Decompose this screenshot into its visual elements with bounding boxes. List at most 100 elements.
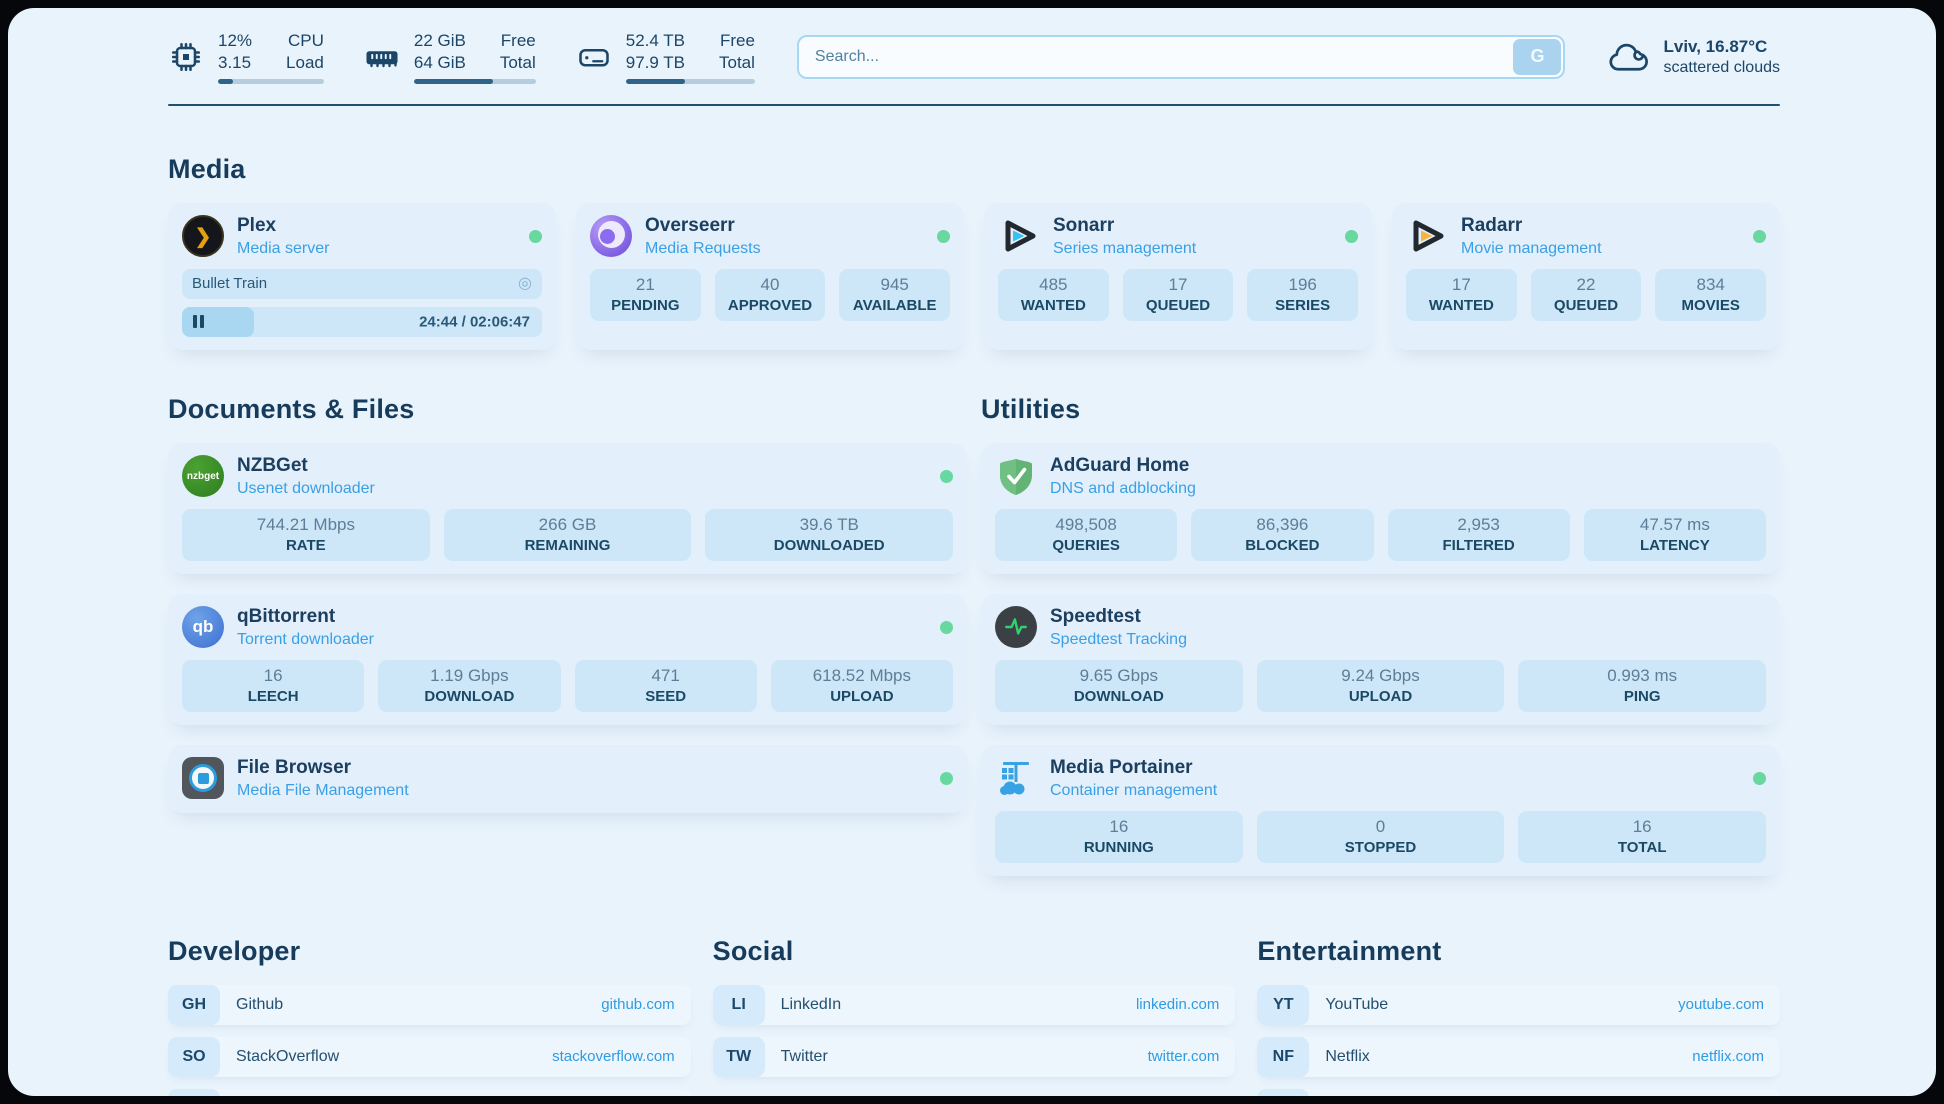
pause-icon[interactable]	[193, 315, 204, 328]
stat-value: 47.57 ms	[1639, 514, 1710, 534]
bookmark-youtube[interactable]: YT YouTube youtube.com	[1257, 984, 1780, 1025]
bookmark-twitter[interactable]: TW Twitter twitter.com	[712, 1036, 1236, 1077]
cpu-progress-bar	[218, 78, 324, 84]
app-card-filebrowser[interactable]: File Browser Media File Management	[168, 744, 967, 813]
stat-box: 39.6 TB DOWNLOADED	[705, 508, 954, 561]
stat-value: 2,953	[1457, 514, 1500, 534]
stat-label: WANTED	[1428, 296, 1494, 314]
app-card-radarr[interactable]: Radarr Movie management 17 WANTED 22 QUE…	[1392, 202, 1780, 350]
stat-label: QUEUED	[1145, 296, 1211, 314]
stat-value: 9.65 Gbps	[1079, 665, 1159, 685]
bookmark-github[interactable]: GH Github github.com	[168, 984, 691, 1025]
bookmark-abbr: DT	[168, 1088, 220, 1096]
stat-box: 9.24 Gbps UPLOAD	[1256, 659, 1505, 712]
app-card-nzbget[interactable]: nzbget NZBGet Usenet downloader 744.21 M…	[168, 442, 967, 574]
stat-label: AVAILABLE	[852, 296, 937, 314]
section-documents: Documents & Files nzbget NZBGet Usenet d…	[168, 394, 967, 896]
filebrowser-icon	[182, 757, 224, 799]
memory-total-label: Total	[499, 53, 536, 73]
developer-section-title: Developer	[168, 935, 301, 966]
bookmark-url: linkedin.com	[1135, 996, 1220, 1013]
bookmark-abbr: SO	[168, 1036, 220, 1077]
stat-value: 498,508	[1055, 514, 1117, 534]
stat-box: 485 WANTED	[998, 268, 1109, 321]
bookmark-reddit[interactable]: RE Reddit reddit.com	[1257, 1088, 1780, 1096]
resource-widgets: 12% CPU 3.15 Load 22 GiB	[168, 30, 755, 84]
bookmark-abbr: GH	[168, 984, 220, 1025]
memory-free-label: Free	[500, 31, 536, 50]
bookmark-abbr: NF	[1257, 1036, 1310, 1077]
stat-box: 47.57 ms LATENCY	[1583, 508, 1766, 561]
bookmark-abbr: YT	[1257, 984, 1310, 1025]
status-dot	[940, 771, 953, 785]
app-card-sonarr[interactable]: Sonarr Series management 485 WANTED 17 Q…	[984, 202, 1372, 350]
bookmark-linkedin[interactable]: LI LinkedIn linkedin.com	[712, 984, 1236, 1025]
stat-box: 1.19 Gbps DOWNLOAD	[378, 659, 561, 712]
stat-box: 16 RUNNING	[995, 810, 1243, 863]
bookmark-abbr: TW	[712, 1036, 765, 1077]
stat-box: 86,396 BLOCKED	[1191, 508, 1374, 561]
search-bar: G	[796, 34, 1566, 79]
app-name: Plex	[237, 214, 277, 236]
bookmark-url: github.com	[601, 996, 675, 1013]
bookmark-dev[interactable]: DT DEV dev.to	[168, 1088, 691, 1096]
weather-widget: Lviv, 16.87°C scattered clouds	[1607, 37, 1780, 77]
app-card-plex[interactable]: ❯ Plex Media server Bullet Train ◎ 24:44…	[168, 202, 556, 350]
app-description: DNS and adblocking	[1050, 479, 1196, 497]
stat-label: DOWNLOAD	[424, 687, 515, 705]
qbittorrent-icon: qb	[182, 606, 224, 648]
app-card-portainer[interactable]: Media Portainer Container management 16 …	[981, 744, 1780, 876]
adguard-icon	[995, 455, 1037, 497]
disk-widget: 52.4 TB Free 97.9 TB Total	[576, 30, 755, 84]
stat-box: 2,953 FILTERED	[1387, 508, 1570, 561]
stat-value: 17	[1168, 274, 1188, 294]
player-progress-bar[interactable]: 24:44 / 02:06:47	[182, 306, 542, 337]
stat-value: 834	[1696, 274, 1725, 294]
bookmark-stackoverflow[interactable]: SO StackOverflow stackoverflow.com	[168, 1036, 691, 1077]
app-name: Overseerr	[645, 214, 735, 236]
search-provider-button[interactable]: G	[1513, 38, 1562, 75]
stat-box: 21 PENDING	[590, 268, 701, 321]
app-description: Series management	[1053, 239, 1197, 257]
stat-box: 498,508 QUERIES	[995, 508, 1178, 561]
app-card-adguard[interactable]: AdGuard Home DNS and adblocking 498,508 …	[981, 442, 1780, 574]
cloud-icon	[1609, 43, 1649, 71]
app-card-speedtest[interactable]: Speedtest Speedtest Tracking 9.65 Gbps D…	[981, 593, 1780, 725]
player-settings-icon[interactable]: ◎	[518, 274, 532, 292]
stat-label: DOWNLOADED	[773, 536, 885, 554]
bookmark-group-social: Social LI LinkedIn linkedin.com TW Twitt…	[712, 936, 1236, 1097]
section-media: Media ❯ Plex Media server Bullet Train ◎	[168, 154, 1780, 350]
stat-value: 17	[1451, 274, 1471, 294]
stat-label: LATENCY	[1640, 536, 1710, 554]
stat-value: 945	[880, 274, 909, 294]
stat-box: 0.993 ms PING	[1518, 659, 1767, 712]
disk-free-label: Free	[719, 31, 755, 50]
radarr-icon	[1406, 215, 1448, 257]
stat-label: UPLOAD	[1348, 687, 1413, 705]
bookmark-group-developer: Developer GH Github github.com SO StackO…	[168, 935, 691, 1096]
stat-box: 196 SERIES	[1247, 268, 1359, 321]
status-dot	[937, 229, 950, 243]
stat-label: LEECH	[247, 687, 299, 705]
app-description: Media Requests	[645, 239, 761, 257]
stat-box: 22 QUEUED	[1530, 268, 1642, 321]
app-card-overseerr[interactable]: Overseerr Media Requests 21 PENDING 40 A…	[576, 202, 964, 350]
app-description: Usenet downloader	[237, 479, 375, 497]
app-card-qbittorrent[interactable]: qb qBittorrent Torrent downloader 16 LEE…	[168, 593, 967, 725]
stat-value: 21	[635, 274, 655, 294]
search-input[interactable]	[796, 34, 1566, 79]
stat-box: 9.65 Gbps DOWNLOAD	[995, 659, 1243, 712]
section-utilities: Utilities AdGuard Home DNS and adblockin…	[981, 394, 1780, 896]
stat-label: BLOCKED	[1245, 536, 1320, 554]
stat-box: 40 APPROVED	[714, 268, 826, 321]
status-dot	[1345, 229, 1358, 243]
cpu-load-label: Load	[286, 53, 324, 73]
stat-value: 40	[760, 274, 780, 294]
bookmark-url: netflix.com	[1692, 1048, 1764, 1065]
stat-box: 834 MOVIES	[1655, 268, 1767, 321]
bookmark-netflix[interactable]: NF Netflix netflix.com	[1257, 1036, 1780, 1077]
disk-progress-bar	[625, 78, 755, 84]
stat-box: 618.52 Mbps UPLOAD	[770, 659, 953, 712]
stat-value: 744.21 Mbps	[256, 514, 355, 534]
weather-location-temp: Lviv, 16.87°C	[1663, 36, 1768, 56]
